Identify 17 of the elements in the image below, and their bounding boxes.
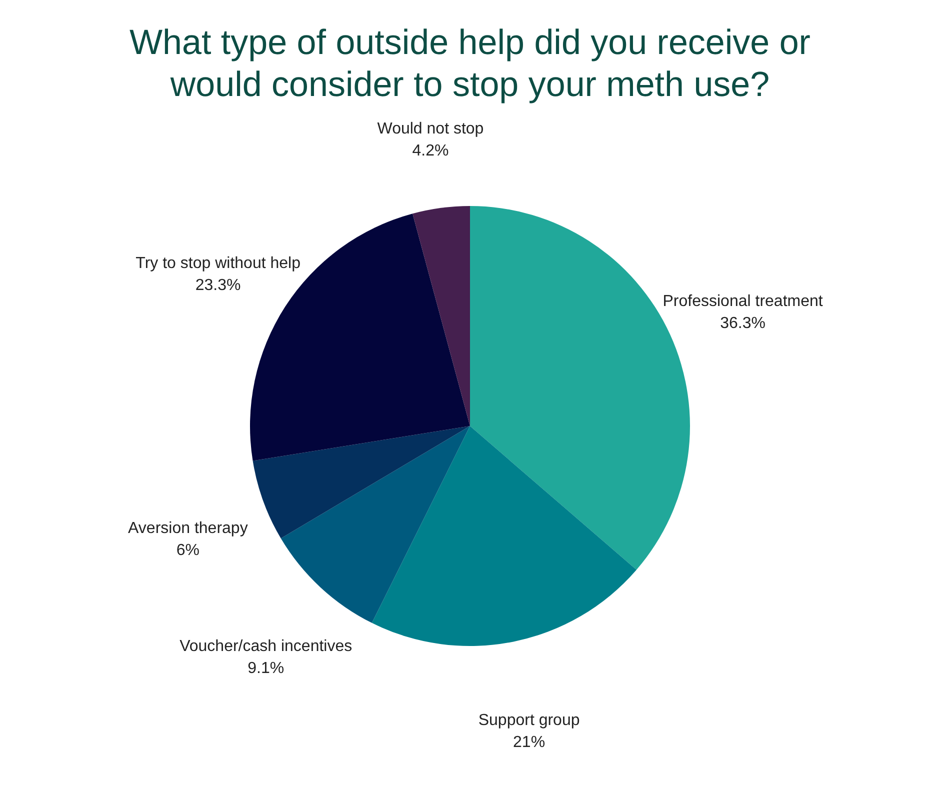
slice-label: Voucher/cash incentives bbox=[180, 638, 352, 655]
slice-label: Professional treatment bbox=[662, 293, 824, 310]
data-label: 36.3% bbox=[720, 315, 766, 332]
slice-label: Would not stop bbox=[377, 120, 484, 138]
data-label: 21% bbox=[513, 734, 546, 752]
slice-label: Aversion therapy bbox=[128, 520, 248, 538]
slice-label: Try to stop without help bbox=[136, 255, 301, 272]
pie-slice bbox=[280, 426, 470, 623]
data-label: 23.3% bbox=[195, 277, 241, 294]
data-label: 4.2% bbox=[412, 142, 449, 160]
pie-slice bbox=[412, 206, 470, 426]
data-label: 6% bbox=[176, 542, 200, 560]
data-label: 9.1% bbox=[248, 660, 284, 677]
chart-title: What type of outside help did you receive or would consider to stop your meth use? bbox=[128, 22, 812, 106]
pie-slice bbox=[372, 426, 637, 646]
slice-label: Support group bbox=[478, 712, 580, 730]
pie-slice bbox=[252, 426, 470, 538]
